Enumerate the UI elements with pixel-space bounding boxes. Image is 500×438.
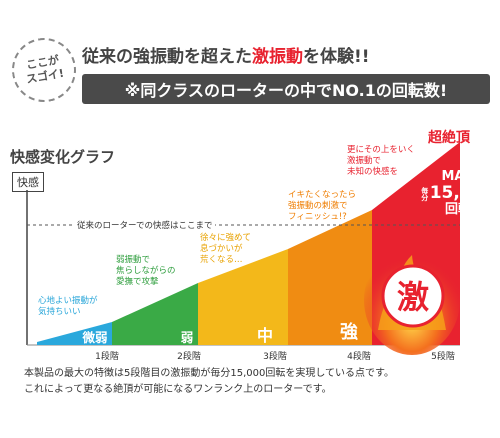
note-line: 激振動で bbox=[347, 156, 382, 166]
level-1-segment bbox=[37, 322, 112, 345]
footer-text: 本製品の最大の特徴は5段階目の激振動が毎分15,000回転を実現している点です。… bbox=[24, 366, 394, 398]
step-3: 3段階 bbox=[263, 352, 287, 362]
headline-suffix: を体験!! bbox=[303, 47, 370, 67]
level-label-4: 強 bbox=[340, 322, 358, 343]
note-line: 愛撫で攻撃 bbox=[116, 277, 159, 287]
max-value: 15,000 bbox=[429, 183, 496, 203]
note-line: 荒くなる… bbox=[200, 255, 243, 265]
ceiling-label: 従来のローターでの快感はここまで bbox=[75, 219, 215, 231]
step-1: 1段階 bbox=[95, 352, 119, 362]
step-2: 2段階 bbox=[177, 352, 201, 362]
note-line: 心地よい振動が bbox=[38, 296, 98, 306]
level-2-segment bbox=[112, 283, 198, 345]
note-level-5: 更にその上をいく 激振動で 未知の快感を bbox=[347, 145, 415, 178]
note-level-4: イキたくなったら 強振動の刺激で フィニッシュ!? bbox=[288, 190, 356, 223]
level-4-segment bbox=[288, 210, 372, 345]
level-3-segment bbox=[198, 249, 288, 345]
note-line: 息づかいが bbox=[200, 244, 243, 254]
per-minute-label: 毎分 bbox=[420, 186, 429, 201]
max-unit: 回転 bbox=[444, 202, 471, 217]
max-rpm-block: MAX 毎分 15,000 回転 bbox=[420, 170, 496, 217]
note-line: 強振動の刺激で bbox=[288, 201, 348, 211]
note-line: 徐々に強めて bbox=[200, 233, 252, 243]
headline-accent: 激振動 bbox=[252, 47, 303, 67]
note-line: 未知の快感を bbox=[347, 167, 399, 177]
headline-prefix: 従来の強振動を超えた bbox=[82, 47, 252, 67]
graph-title: 快感変化グラフ bbox=[10, 148, 116, 166]
note-line: 気持ちいい bbox=[38, 307, 81, 317]
level-label-1: 微弱 bbox=[82, 330, 108, 345]
headline: 従来の強振動を超えた激振動を体験!! bbox=[82, 42, 370, 67]
sub-banner: ※同クラスのローターの中でNO.1の回転数! bbox=[82, 74, 490, 104]
note-level-1: 心地よい振動が 気持ちいい bbox=[38, 296, 98, 318]
y-axis-label: 快感 bbox=[12, 172, 44, 192]
burst-label: 激 bbox=[397, 278, 429, 316]
note-line: 更にその上をいく bbox=[347, 145, 415, 155]
step-5: 5段階 bbox=[431, 352, 455, 362]
burst-circle bbox=[381, 264, 445, 328]
level-label-2: 弱 bbox=[180, 330, 194, 345]
footer-line1: 本製品の最大の特徴は5段階目の激振動が毎分15,000回転を実現している点です。 bbox=[24, 368, 395, 379]
note-level-3: 徐々に強めて 息づかいが 荒くなる… bbox=[200, 233, 251, 266]
note-line: イキたくなったら bbox=[288, 190, 357, 200]
level-label-3: 中 bbox=[256, 326, 273, 345]
max-label: MAX bbox=[441, 169, 475, 184]
note-line: 弱振動で bbox=[116, 255, 151, 265]
peak-label: 超絶頂 bbox=[428, 130, 470, 146]
footer-line2: これによって更なる絶頂が可能になるワンランク上のローターです。 bbox=[24, 384, 332, 395]
note-level-2: 弱振動で 焦らしながらの 愛撫で攻撃 bbox=[116, 255, 176, 288]
note-line: 焦らしながらの bbox=[116, 266, 176, 276]
note-line: フィニッシュ!? bbox=[288, 212, 347, 222]
step-4: 4段階 bbox=[347, 352, 371, 362]
